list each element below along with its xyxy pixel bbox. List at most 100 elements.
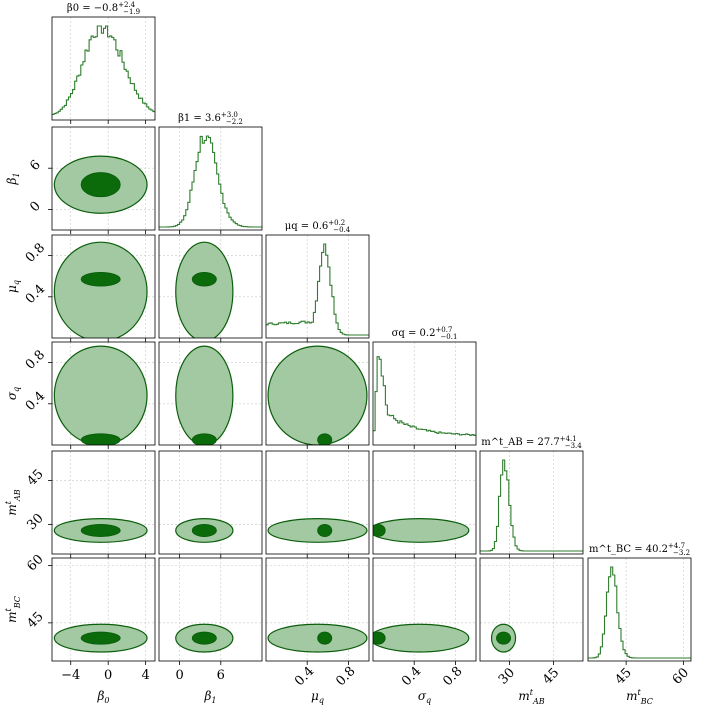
- y-tick-label: 0.4: [23, 282, 48, 307]
- hist-panel-4: m^t_AB = 27.7+4.1 −3.4: [479, 435, 584, 558]
- contour-inner: [80, 172, 121, 198]
- histogram-line: [159, 135, 262, 228]
- svg-text:mtBC: mtBC: [4, 596, 22, 623]
- hist-panel-5: m^t_BC = 40.2+4.7 −3.2: [587, 542, 692, 665]
- contour-panel-4-0: [48, 450, 156, 558]
- svg-text:β1: β1: [5, 172, 21, 185]
- x-tick-label: 45: [540, 665, 562, 687]
- panel-frame: [51, 341, 156, 446]
- panel-frame: [265, 341, 370, 446]
- svg-text:β1: β1: [203, 689, 216, 705]
- panel-frame: [372, 557, 477, 662]
- param-title-3: σq = 0.2+0.7 −0.1: [392, 326, 458, 341]
- svg-text:β0: β0: [96, 689, 109, 705]
- contour-panel-4-1: [158, 450, 263, 558]
- contour-panel-5-0: [48, 557, 156, 665]
- contour-panel-3-2: [265, 341, 370, 449]
- x-tick-label: 0: [175, 668, 183, 683]
- y-tick-label: 0.4: [23, 389, 48, 414]
- svg-text:σq: σq: [418, 689, 431, 705]
- x-axis-label-5: mtBC: [626, 688, 653, 706]
- contour-outer: [373, 623, 470, 653]
- contour-outer: [267, 345, 368, 445]
- y-axis-label-1: β1: [5, 172, 21, 185]
- param-title-1: β1 = 3.6+3.0 −2.2: [178, 111, 243, 126]
- x-axis-label-2: μq: [311, 689, 324, 705]
- y-tick-label: 0.8: [23, 241, 48, 266]
- y-tick-label: 45: [24, 467, 46, 489]
- contour-inner: [80, 523, 121, 537]
- panel-frame: [479, 450, 584, 555]
- contour-panel-4-2: [265, 450, 370, 558]
- param-title-2: μq = 0.6+0.2 −0.4: [285, 219, 351, 234]
- x-tick-label: 4: [141, 668, 149, 683]
- x-tick-label: 0.4: [399, 664, 424, 689]
- param-title-0: β0 = −0.8+2.4 −1.9: [67, 1, 140, 16]
- svg-text:mtBC: mtBC: [626, 688, 653, 706]
- contour-inner: [496, 631, 512, 645]
- panel-frame: [158, 557, 263, 662]
- histogram-line: [266, 243, 369, 336]
- param-title-4: m^t_AB = 27.7+4.1 −3.4: [481, 435, 582, 450]
- y-tick-label: 45: [24, 609, 46, 631]
- panel-frame: [158, 450, 263, 555]
- panel-frame: [158, 341, 263, 446]
- x-tick-label: 0.8: [440, 664, 465, 689]
- contour-panel-5-2: [265, 557, 370, 665]
- panel-frame: [158, 234, 263, 339]
- panel-frame: [51, 450, 156, 555]
- contour-panel-5-1: [158, 557, 263, 665]
- panel-frame: [372, 341, 477, 446]
- x-tick-label: 6: [217, 668, 225, 683]
- contour-outer: [53, 241, 148, 338]
- y-tick-label: 0.8: [23, 348, 48, 373]
- param-title-5: m^t_BC = 40.2+4.7 −3.2: [589, 542, 690, 557]
- contour-inner: [191, 272, 217, 287]
- contour-inner: [317, 631, 333, 645]
- x-axis-label-0: β0: [96, 689, 109, 705]
- y-tick-label: 6: [27, 157, 43, 173]
- contour-outer: [175, 241, 234, 338]
- x-axis-label-4: mtAB: [518, 688, 544, 706]
- svg-text:mtAB: mtAB: [518, 688, 544, 706]
- svg-text:μq: μq: [5, 280, 21, 293]
- contour-inner: [373, 631, 386, 645]
- panel-frame: [479, 557, 584, 662]
- svg-text:μq: μq: [311, 689, 324, 705]
- contour-inner: [317, 523, 333, 537]
- x-axis-label-1: β1: [203, 689, 216, 705]
- contour-inner: [191, 523, 217, 537]
- contour-panel-5-3: [372, 557, 477, 665]
- contour-outer: [53, 345, 148, 445]
- panel-frame: [372, 450, 477, 555]
- contour-inner: [80, 631, 121, 645]
- x-tick-label: 0: [104, 668, 112, 683]
- hist-panel-1: β1 = 3.6+3.0 −2.2: [158, 111, 263, 234]
- contour-panel-3-0: [48, 341, 156, 449]
- contour-panel-4-3: [372, 450, 477, 558]
- x-tick-label: 0.4: [292, 664, 317, 689]
- contour-inner: [373, 523, 386, 537]
- y-tick-label: 30: [24, 511, 46, 533]
- contour-outer: [175, 345, 234, 445]
- panel-frame: [51, 126, 156, 231]
- hist-panel-0: β0 = −0.8+2.4 −1.9: [51, 1, 156, 124]
- histogram-line: [373, 356, 476, 436]
- x-tick-label: −4: [61, 668, 80, 683]
- x-tick-label: 0.8: [333, 664, 358, 689]
- x-axis-label-3: σq: [418, 689, 431, 705]
- y-axis-label-4: mtAB: [4, 489, 22, 515]
- histogram-line: [588, 566, 691, 659]
- y-tick-label: 60: [24, 552, 46, 574]
- y-axis-label-2: μq: [5, 280, 21, 293]
- contour-inner: [191, 631, 217, 645]
- panel-frame: [51, 557, 156, 662]
- y-tick-label: 0: [27, 199, 43, 215]
- contour-panel-3-1: [158, 341, 263, 449]
- panel-frame: [265, 450, 370, 555]
- contour-outer: [373, 518, 470, 543]
- svg-text:mtAB: mtAB: [4, 489, 22, 515]
- svg-text:σq: σq: [5, 387, 21, 400]
- panel-frame: [158, 126, 263, 231]
